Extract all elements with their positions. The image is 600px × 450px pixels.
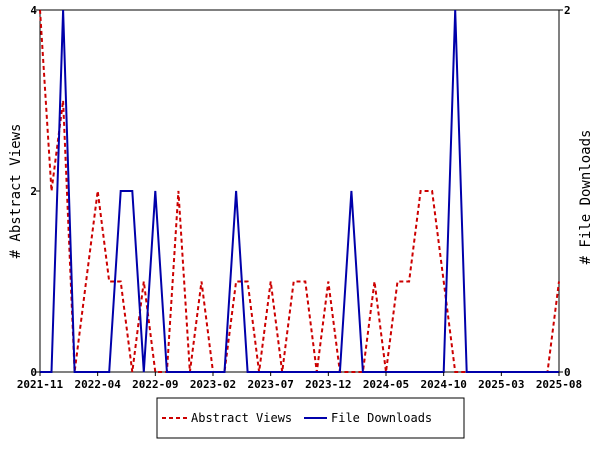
- x-tick-label: 2022-09: [132, 378, 178, 391]
- x-tick-label: 2023-07: [247, 378, 293, 391]
- x-tick-label: 2025-08: [536, 378, 582, 391]
- series-layer: [39, 9, 560, 373]
- legend: Abstract Views File Downloads: [156, 397, 465, 439]
- x-tick-label: 2023-02: [190, 378, 236, 391]
- plot-border: [39, 9, 560, 373]
- legend-label-file-downloads: File Downloads: [331, 411, 432, 425]
- y-left-tick-label: 0: [30, 366, 37, 379]
- y-right-tick-label: 0: [564, 366, 571, 379]
- x-tick-label: 2022-04: [74, 378, 121, 391]
- x-tick-label: 2024-10: [420, 378, 466, 391]
- plot-frame: [39, 9, 560, 373]
- y-left-tick-label: 2: [30, 185, 37, 198]
- x-tick-label: 2025-03: [478, 378, 524, 391]
- x-tick-label: 2021-11: [17, 378, 64, 391]
- series-line-abstract-views: [39, 9, 560, 373]
- axis-layer: 2021-11 2022-04 2022-09 2023-02 2023-07 2023-…: [17, 4, 582, 391]
- y-right-tick-label: 2: [564, 4, 571, 17]
- y-axis-right-title: # File Downloads: [578, 130, 594, 265]
- y-axis-left-title: # Abstract Views: [8, 124, 24, 259]
- series-line-file-downloads: [40, 9, 559, 373]
- y-left-tick-label: 4: [30, 4, 37, 17]
- x-tick-label: 2023-12: [305, 378, 351, 391]
- legend-label-abstract-views: Abstract Views: [191, 411, 292, 425]
- x-tick-label: 2024-05: [363, 378, 409, 391]
